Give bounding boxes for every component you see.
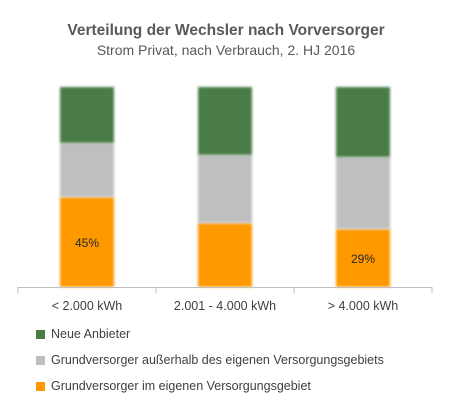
legend-item: Grundversorger außerhalb des eigenen Ver…	[36, 352, 384, 368]
chart-title: Verteilung der Wechsler nach Vorversorge…	[67, 22, 384, 39]
legend-label: Neue Anbieter	[51, 327, 131, 341]
data-label: 45%	[75, 236, 99, 250]
bars-group: 45% 29%	[60, 87, 390, 287]
legend-item: Grundversorger im eigenen Versorgungsgeb…	[36, 378, 384, 394]
bar-segment	[336, 87, 390, 157]
bar-segment	[336, 229, 390, 287]
bar-segment	[60, 87, 114, 143]
legend-label: Grundversorger außerhalb des eigenen Ver…	[51, 353, 384, 367]
x-tick-label: < 2.000 kWh	[52, 299, 123, 313]
bar-segment	[198, 223, 252, 287]
legend-label: Grundversorger im eigenen Versorgungsgeb…	[51, 379, 311, 393]
x-axis: < 2.000 kWh 2.001 - 4.000 kWh > 4.000 kWh	[17, 287, 433, 313]
legend-swatch	[36, 329, 45, 339]
legend-item: Neue Anbieter	[36, 326, 384, 342]
legend: Neue Anbieter Grundversorger außerhalb de…	[36, 326, 384, 404]
chart-subtitle: Strom Privat, nach Verbrauch, 2. HJ 2016	[97, 42, 356, 58]
x-tick-label: > 4.000 kWh	[328, 299, 399, 313]
x-tick-label: 2.001 - 4.000 kWh	[174, 299, 276, 313]
bar-segment	[60, 143, 114, 197]
bar-segment	[198, 155, 252, 223]
bar-segment	[198, 87, 252, 155]
legend-swatch	[36, 355, 45, 365]
data-label: 29%	[351, 252, 375, 266]
legend-swatch	[36, 381, 45, 391]
bar-segment	[336, 157, 390, 229]
bar-segment	[60, 197, 114, 287]
